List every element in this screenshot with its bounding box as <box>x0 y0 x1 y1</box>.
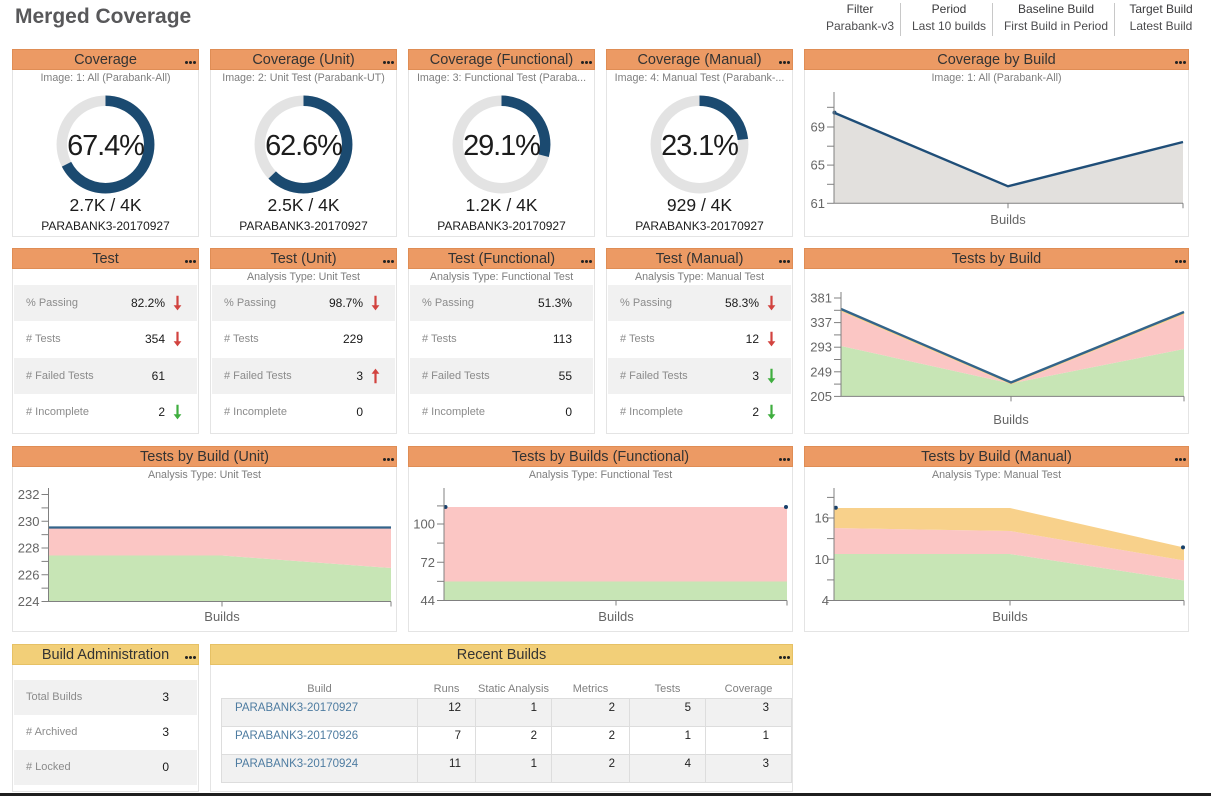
svg-text:61: 61 <box>811 196 825 211</box>
svg-text:230: 230 <box>18 514 40 529</box>
svg-text:10: 10 <box>815 552 829 567</box>
svg-text:381: 381 <box>810 291 832 306</box>
svg-text:72: 72 <box>421 555 435 570</box>
svg-text:337: 337 <box>810 315 832 330</box>
svg-text:4: 4 <box>822 593 829 608</box>
svg-text:16: 16 <box>815 511 829 526</box>
svg-text:65: 65 <box>811 158 825 173</box>
svg-text:249: 249 <box>810 364 832 379</box>
svg-text:69: 69 <box>811 120 825 135</box>
svg-text:224: 224 <box>18 594 40 609</box>
svg-text:232: 232 <box>18 487 40 502</box>
svg-text:205: 205 <box>810 389 832 404</box>
svg-text:226: 226 <box>18 567 40 582</box>
svg-text:228: 228 <box>18 541 40 556</box>
svg-text:293: 293 <box>810 340 832 355</box>
svg-text:44: 44 <box>421 593 435 608</box>
svg-text:100: 100 <box>413 517 435 532</box>
